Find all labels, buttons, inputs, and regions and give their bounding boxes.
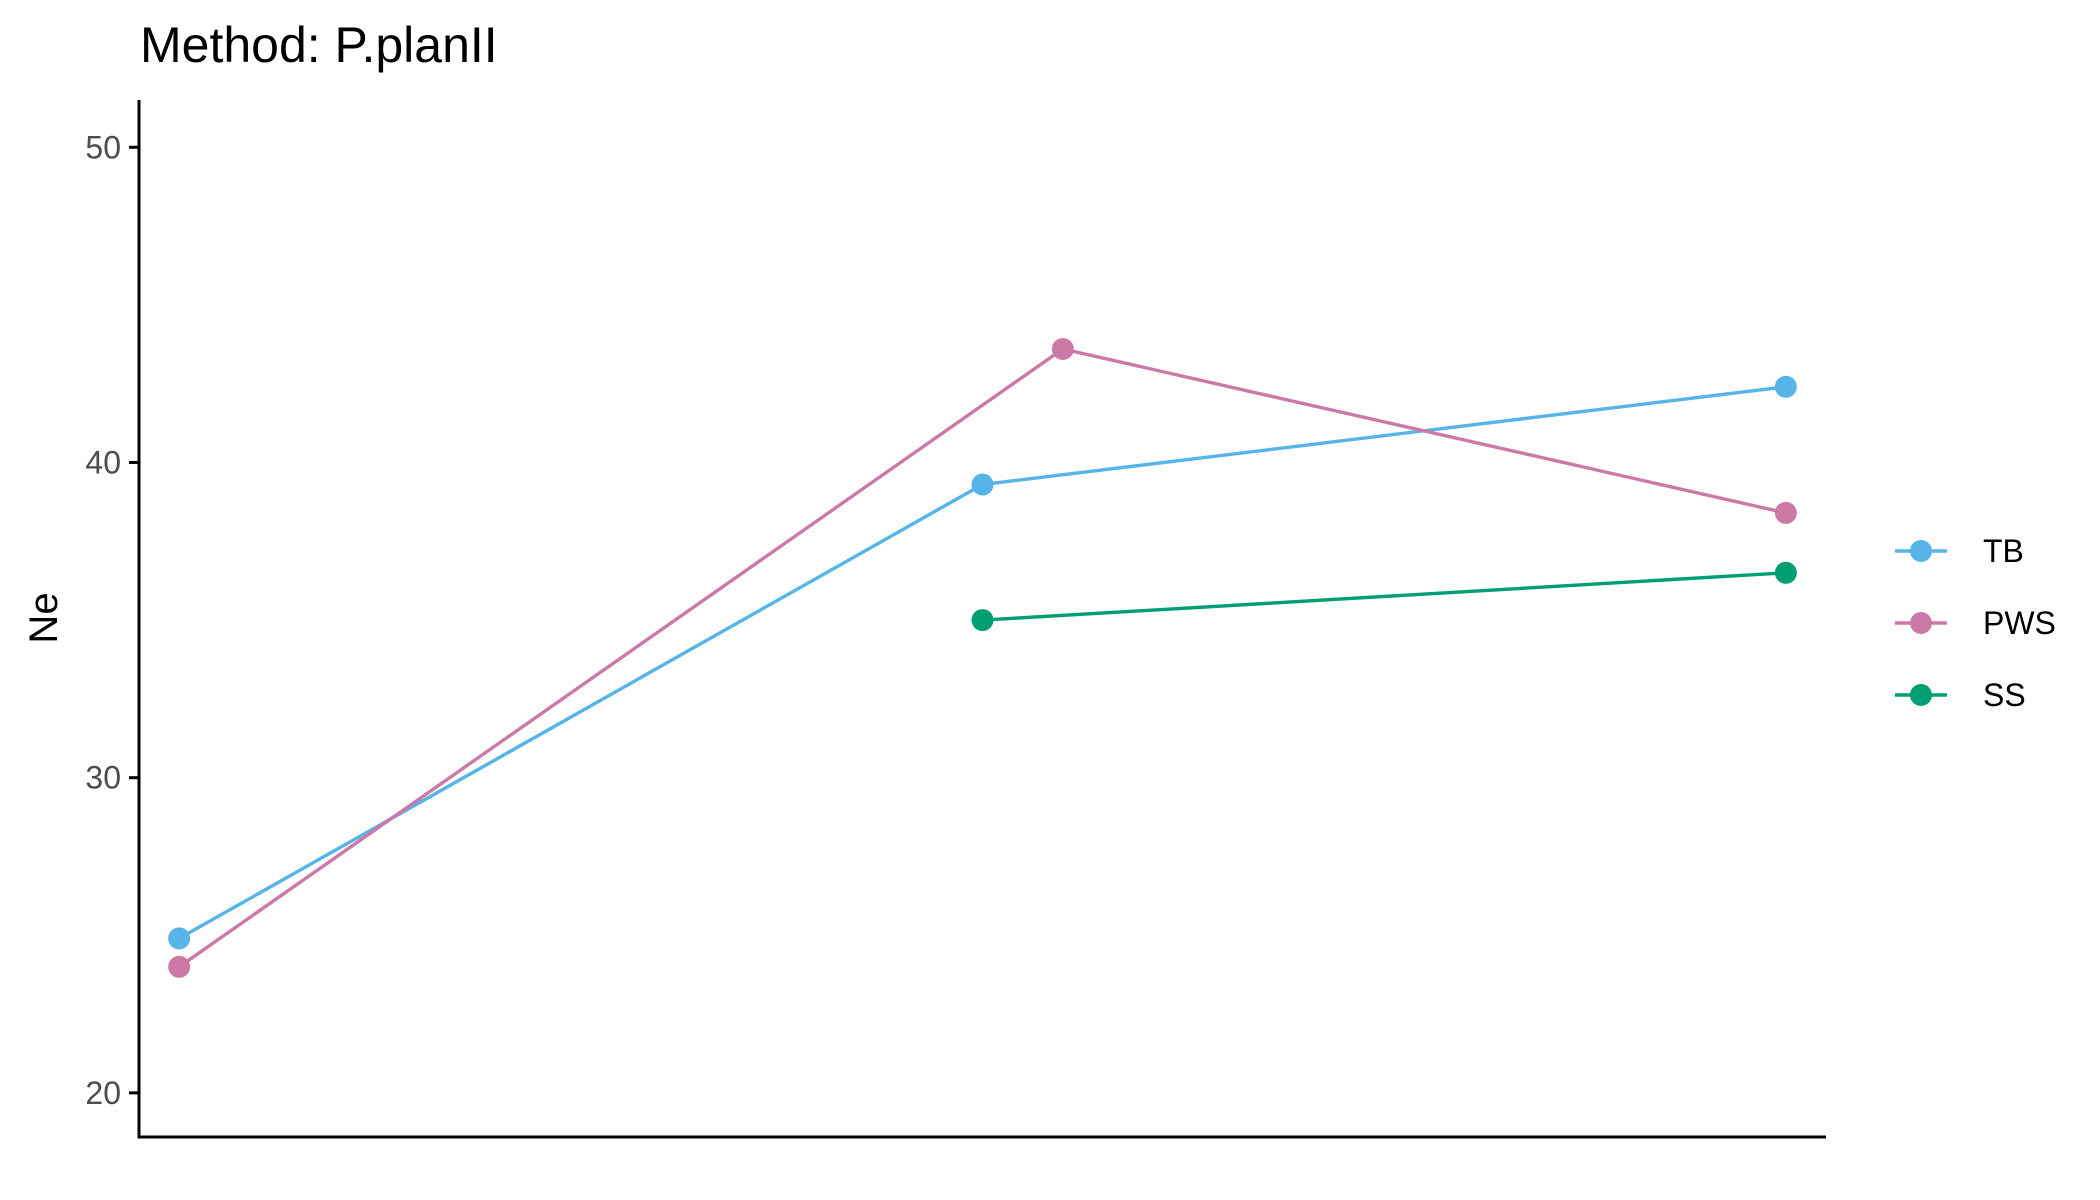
series-line-ss	[982, 571, 1786, 622]
legend-key-point-pws	[1910, 612, 1932, 634]
y-tick-label: 50	[85, 129, 121, 165]
plot-area: 20 30 40 50	[85, 100, 1826, 1139]
y-tick-label: 40	[85, 444, 121, 480]
legend: TB PWS SS	[1895, 533, 2056, 713]
data-point-ss	[1774, 561, 1797, 584]
data-point-pws	[1774, 501, 1797, 524]
legend-label-tb: TB	[1983, 533, 2024, 569]
data-point-tb	[971, 473, 994, 496]
data-point-tb	[168, 927, 191, 950]
data-point-ss	[971, 609, 994, 632]
y-axis-title: Ne	[22, 592, 66, 643]
legend-label-ss: SS	[1983, 677, 2026, 713]
data-point-tb	[1774, 375, 1797, 398]
data-point-pws	[1051, 338, 1074, 361]
chart-title: Method: P.planII	[140, 17, 498, 73]
legend-label-pws: PWS	[1983, 605, 2056, 641]
y-tick-label: 20	[85, 1075, 121, 1111]
series-line-tb	[178, 385, 1787, 940]
legend-key-point-tb	[1910, 540, 1932, 562]
y-tick-label: 30	[85, 760, 121, 796]
legend-key-point-ss	[1910, 684, 1932, 706]
series-line-pws	[178, 347, 1787, 969]
data-point-pws	[168, 955, 191, 978]
